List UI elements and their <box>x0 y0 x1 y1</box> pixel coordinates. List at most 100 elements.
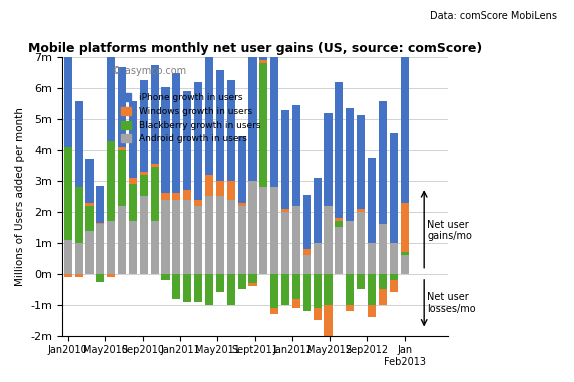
Bar <box>172 199 180 274</box>
Bar <box>107 39 115 141</box>
Bar <box>227 81 235 181</box>
Bar <box>118 150 126 206</box>
Bar <box>161 199 169 274</box>
Bar <box>150 65 159 164</box>
Bar <box>313 308 322 320</box>
Bar <box>379 224 387 274</box>
Bar <box>216 274 224 292</box>
Bar <box>379 100 387 224</box>
Bar <box>379 274 387 289</box>
Bar <box>357 212 365 274</box>
Bar <box>183 91 191 190</box>
Bar <box>302 195 311 249</box>
Bar <box>86 159 94 203</box>
Bar <box>216 70 224 181</box>
Bar <box>205 274 213 305</box>
Bar <box>64 274 72 277</box>
Bar <box>335 218 343 221</box>
Bar <box>194 82 202 199</box>
Bar <box>96 224 104 274</box>
Bar <box>324 113 332 206</box>
Bar <box>216 196 224 274</box>
Bar <box>227 181 235 199</box>
Bar <box>118 206 126 274</box>
Bar <box>313 274 322 308</box>
Bar <box>86 203 94 206</box>
Bar <box>161 193 169 199</box>
Bar <box>139 81 148 172</box>
Bar <box>107 141 115 221</box>
Bar <box>346 221 354 274</box>
Bar <box>346 108 354 221</box>
Bar <box>357 115 365 209</box>
Bar <box>183 199 191 274</box>
Title: Mobile platforms monthly net user gains (US, source: comScore): Mobile platforms monthly net user gains … <box>28 42 482 55</box>
Bar <box>302 249 311 255</box>
Bar <box>64 240 72 274</box>
Bar <box>313 178 322 243</box>
Bar <box>401 203 409 252</box>
Bar <box>64 147 72 240</box>
Bar <box>238 274 246 289</box>
Bar <box>107 274 115 277</box>
Bar <box>238 203 246 206</box>
Bar <box>324 206 332 274</box>
Bar <box>96 274 104 282</box>
Bar <box>183 190 191 199</box>
Bar <box>324 305 332 336</box>
Bar <box>302 274 311 311</box>
Bar <box>259 63 267 187</box>
Bar <box>368 243 376 274</box>
Bar <box>86 230 94 274</box>
Bar <box>324 274 332 305</box>
Bar <box>270 53 278 187</box>
Bar <box>238 136 246 203</box>
Bar <box>346 274 354 305</box>
Bar <box>161 87 169 193</box>
Bar <box>139 196 148 274</box>
Bar <box>390 243 398 274</box>
Bar <box>313 243 322 274</box>
Bar <box>335 82 343 218</box>
Bar <box>281 274 289 305</box>
Bar <box>270 308 278 314</box>
Bar <box>139 175 148 196</box>
Bar <box>368 305 376 317</box>
Bar <box>183 274 191 302</box>
Bar <box>75 274 83 277</box>
Bar <box>194 206 202 274</box>
Bar <box>249 283 257 286</box>
Bar <box>238 206 246 274</box>
Bar <box>129 221 137 274</box>
Bar <box>64 32 72 147</box>
Bar <box>194 199 202 206</box>
Bar <box>292 274 300 299</box>
Bar <box>139 172 148 175</box>
Bar <box>259 0 267 60</box>
Bar <box>259 60 267 63</box>
Text: Net user
gains/mo: Net user gains/mo <box>428 220 472 241</box>
Bar <box>292 105 300 206</box>
Bar <box>205 175 213 196</box>
Bar <box>75 243 83 274</box>
Bar <box>107 221 115 274</box>
Bar <box>368 158 376 243</box>
Bar <box>270 274 278 308</box>
Bar <box>357 209 365 212</box>
Y-axis label: Millions of Users added per month: Millions of Users added per month <box>15 107 25 286</box>
Bar <box>150 164 159 167</box>
Bar <box>227 274 235 305</box>
Bar <box>249 181 257 274</box>
Bar <box>281 212 289 274</box>
Bar <box>172 274 180 299</box>
Bar <box>216 181 224 196</box>
Bar <box>346 305 354 311</box>
Bar <box>302 255 311 274</box>
Bar <box>205 196 213 274</box>
Bar <box>357 274 365 289</box>
Bar <box>401 255 409 274</box>
Bar <box>259 187 267 274</box>
Text: Data: comScore MobiLens: Data: comScore MobiLens <box>430 11 557 21</box>
Bar <box>86 206 94 230</box>
Bar <box>96 186 104 223</box>
